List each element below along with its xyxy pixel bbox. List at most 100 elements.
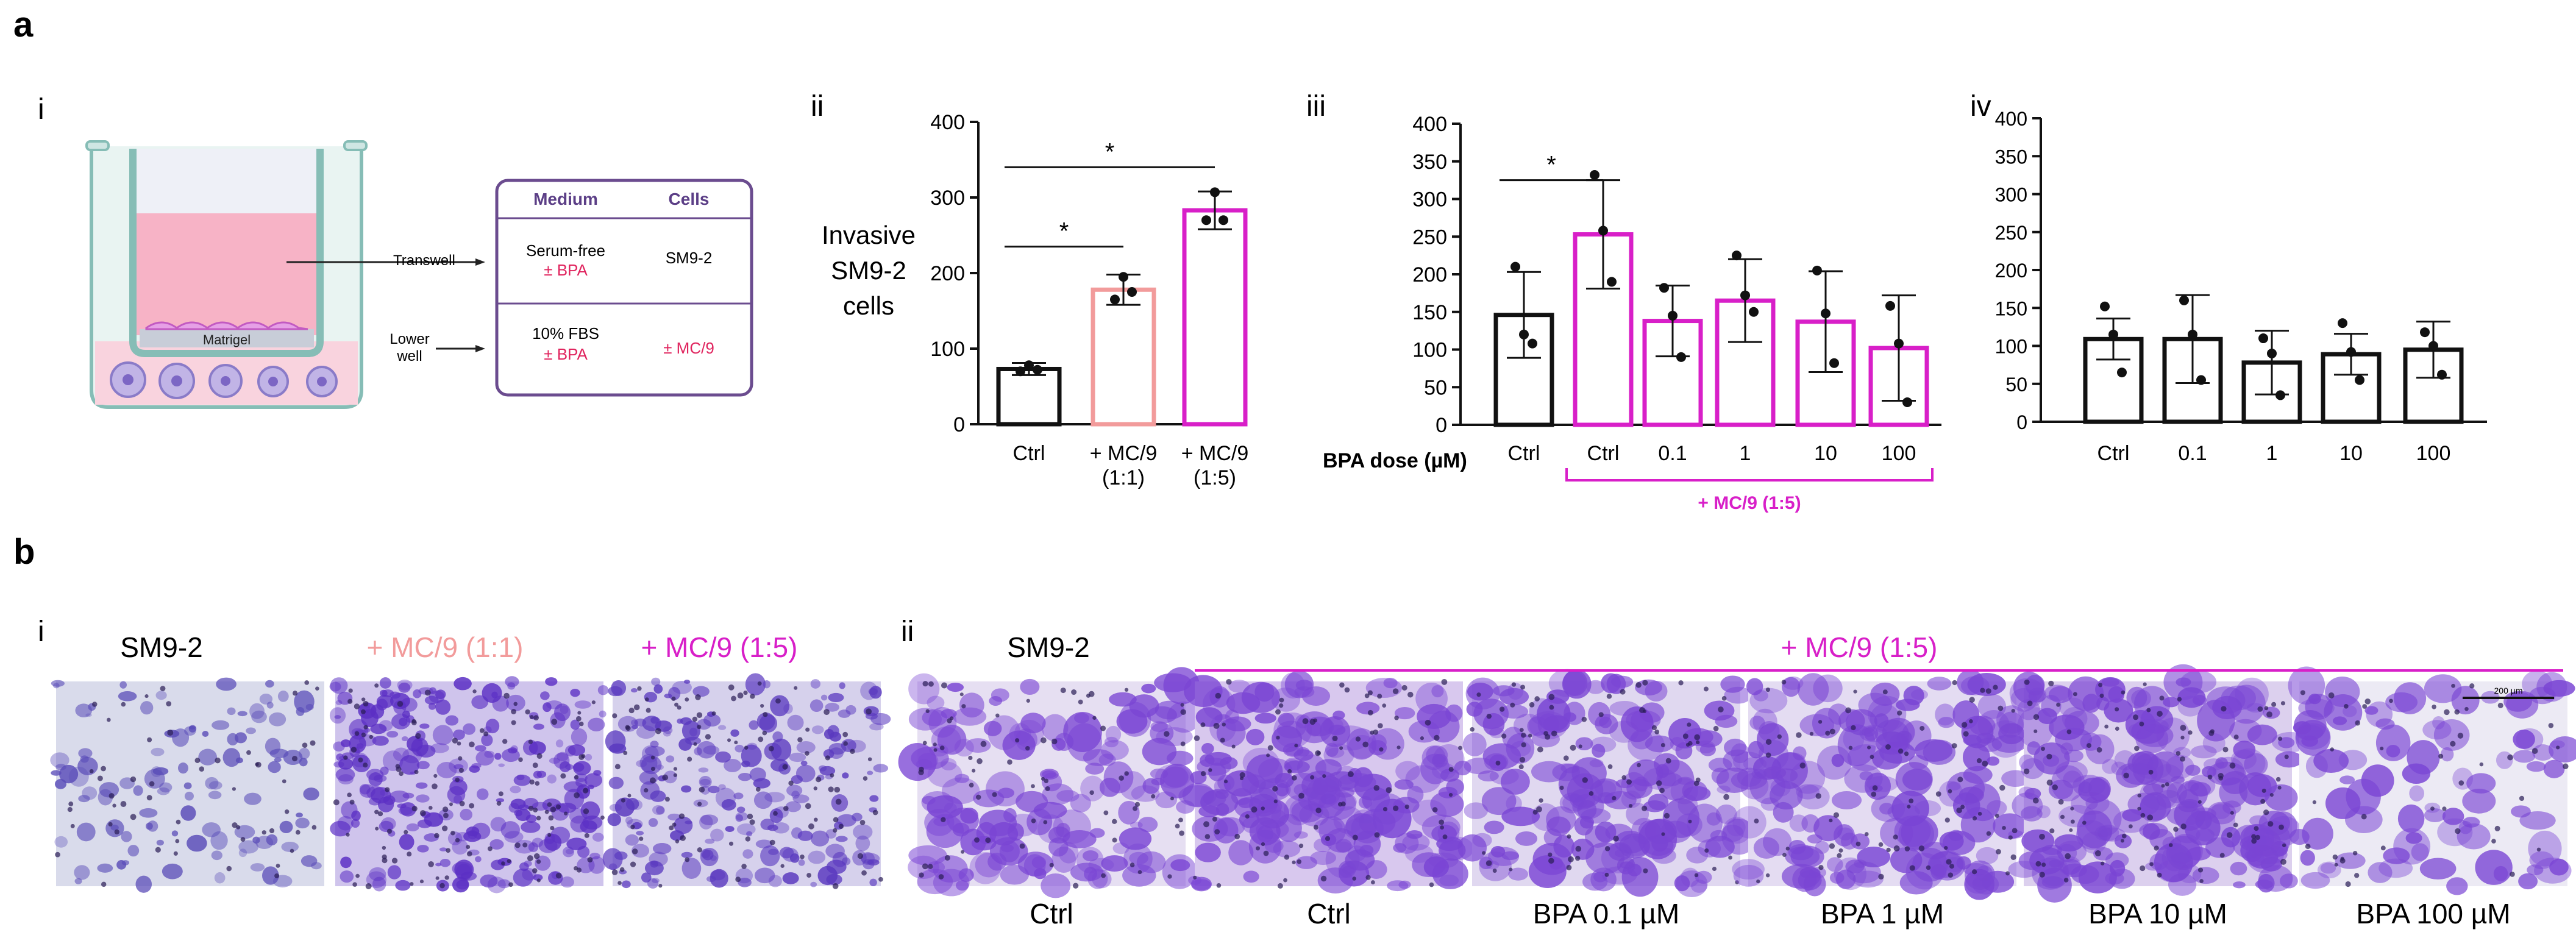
stained-cell xyxy=(210,831,228,850)
stained-cell xyxy=(1515,831,1538,846)
pore xyxy=(1893,834,1898,840)
pore xyxy=(1180,741,1186,747)
stained-cell xyxy=(2190,782,2211,797)
pore xyxy=(536,816,541,820)
stained-cell xyxy=(518,804,530,811)
stained-cell xyxy=(648,818,658,827)
pore xyxy=(1999,784,2005,791)
pore xyxy=(805,803,811,809)
pore xyxy=(502,739,508,744)
pore xyxy=(2070,819,2075,824)
pore xyxy=(2023,768,2030,775)
stained-cell xyxy=(958,868,974,882)
stained-cell xyxy=(625,798,639,811)
pore xyxy=(673,773,678,777)
pore xyxy=(861,870,867,876)
row2-cells: ± MC/9 xyxy=(663,339,714,357)
pore xyxy=(507,859,511,864)
pore xyxy=(1536,806,1542,812)
stained-cell xyxy=(395,880,411,891)
stained-cell xyxy=(376,698,388,711)
pore xyxy=(269,828,275,834)
stained-cell xyxy=(735,814,743,822)
pore xyxy=(872,809,878,816)
pore xyxy=(232,787,236,791)
pore xyxy=(1370,730,1375,735)
y-tick-label: 200 xyxy=(930,262,965,285)
stained-cell xyxy=(1041,873,1071,898)
stained-cell xyxy=(647,878,659,889)
bar xyxy=(1182,208,1248,427)
stained-cell xyxy=(1331,725,1370,751)
pore xyxy=(2094,850,2101,857)
pore xyxy=(1529,702,1535,708)
stained-cell xyxy=(508,803,520,813)
pore xyxy=(1712,867,1717,872)
pore xyxy=(1685,742,1690,747)
pore xyxy=(2345,881,2351,887)
pore xyxy=(2002,825,2006,830)
pore xyxy=(675,839,680,844)
pore xyxy=(551,719,558,725)
pore xyxy=(1534,696,1540,702)
stained-cell xyxy=(960,828,986,856)
stained-cell xyxy=(2300,872,2330,889)
stained-cell xyxy=(721,798,736,811)
data-point xyxy=(2267,348,2277,358)
stained-cell xyxy=(664,694,672,698)
stained-cell xyxy=(1365,860,1387,879)
stained-cell xyxy=(1484,820,1504,834)
stained-cell xyxy=(1733,864,1764,887)
stained-cell xyxy=(1101,855,1128,872)
pore xyxy=(107,717,111,722)
stained-cell xyxy=(1717,785,1731,794)
pore xyxy=(1051,738,1058,745)
pore xyxy=(347,698,353,704)
pore xyxy=(2344,704,2349,709)
pore xyxy=(1292,860,1296,864)
pore xyxy=(745,836,751,842)
stained-cell xyxy=(2185,764,2201,776)
pore xyxy=(2451,683,2455,688)
stained-cell xyxy=(681,785,692,793)
stained-cell xyxy=(698,767,709,773)
stained-cell xyxy=(555,739,564,748)
pore xyxy=(1570,744,1576,751)
stained-cell xyxy=(476,788,489,800)
stained-cell xyxy=(2049,859,2062,868)
stained-cell xyxy=(532,837,544,848)
data-point xyxy=(1590,169,1599,180)
stained-cell xyxy=(1216,817,1245,837)
stained-cell xyxy=(672,680,692,694)
stained-cell xyxy=(397,680,413,691)
stained-cell xyxy=(772,822,789,834)
stained-cell xyxy=(2442,808,2464,825)
data-point xyxy=(1210,187,1220,197)
stained-cell xyxy=(449,779,468,795)
pore xyxy=(1612,795,1617,801)
stained-cell xyxy=(1758,721,1780,742)
stained-cell xyxy=(497,879,511,889)
x-tick-label: Ctrl xyxy=(2097,442,2130,465)
pore xyxy=(146,795,152,801)
pore xyxy=(1362,741,1369,748)
stained-cell xyxy=(715,751,731,763)
pore xyxy=(1782,853,1787,857)
pore xyxy=(734,741,738,745)
pore xyxy=(1492,869,1497,873)
stained-cell xyxy=(78,748,93,759)
stained-cell xyxy=(540,691,550,700)
stained-cell xyxy=(475,750,494,766)
stained-cell xyxy=(184,726,196,736)
stained-cell xyxy=(1592,744,1606,758)
stained-cell xyxy=(1017,851,1054,876)
stained-cell xyxy=(305,703,314,711)
pore xyxy=(632,848,638,855)
pore xyxy=(1545,734,1551,740)
stained-cell xyxy=(1394,779,1414,790)
pore xyxy=(760,703,764,708)
stained-cell xyxy=(1254,682,1275,702)
stained-cell xyxy=(809,699,824,713)
pore xyxy=(1785,847,1790,851)
